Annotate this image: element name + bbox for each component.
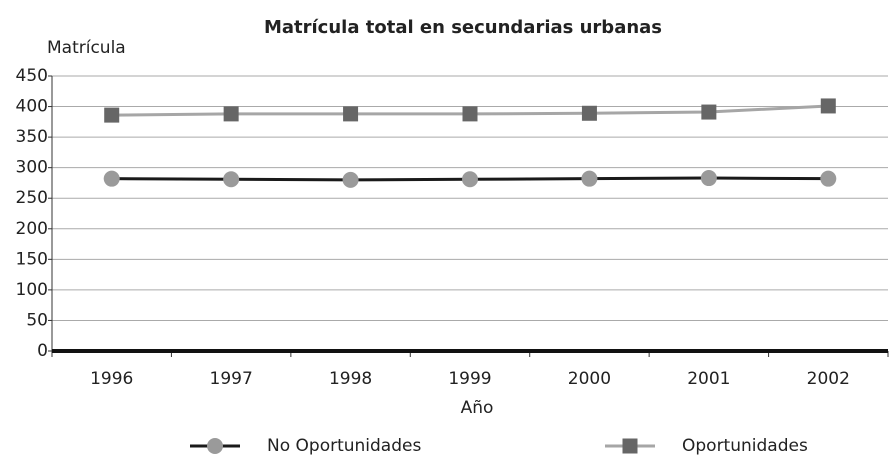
- y-tick-label: 200: [16, 219, 48, 239]
- marker: [820, 98, 836, 114]
- y-tick-label: 0: [37, 341, 48, 361]
- marker: [462, 106, 478, 122]
- marker: [701, 104, 717, 120]
- legend-label: No Oportunidades: [267, 436, 421, 456]
- marker: [342, 171, 359, 188]
- marker: [343, 106, 359, 122]
- x-axis-label: Año: [461, 398, 494, 418]
- x-tick-label: 1997: [210, 369, 253, 389]
- marker: [622, 438, 638, 454]
- y-tick-label: 50: [26, 310, 48, 330]
- y-tick-label: 100: [16, 280, 48, 300]
- y-tick-label: 400: [16, 97, 48, 117]
- marker: [581, 170, 598, 187]
- x-tick-label: 2000: [568, 369, 611, 389]
- marker: [103, 170, 120, 187]
- x-tick-label: 2002: [807, 369, 850, 389]
- marker: [207, 438, 223, 454]
- y-tick-label: 450: [16, 66, 48, 86]
- chart-title: Matrícula total en secundarias urbanas: [264, 17, 662, 38]
- marker: [223, 106, 239, 122]
- marker: [462, 171, 478, 188]
- legend-label: Oportunidades: [682, 436, 808, 456]
- y-axis-label: Matrícula: [47, 38, 126, 58]
- marker: [820, 170, 837, 187]
- marker: [700, 170, 717, 187]
- marker: [104, 107, 120, 123]
- x-tick-label: 2001: [687, 369, 730, 389]
- x-tick-label: 1998: [329, 369, 372, 389]
- y-tick-label: 150: [16, 249, 48, 269]
- y-tick-label: 300: [16, 158, 48, 178]
- y-tick-label: 350: [16, 127, 48, 147]
- marker: [223, 171, 240, 188]
- x-tick-label: 1999: [448, 369, 491, 389]
- x-tick-label: 1996: [90, 369, 133, 389]
- marker: [581, 105, 597, 121]
- y-tick-label: 250: [16, 188, 48, 208]
